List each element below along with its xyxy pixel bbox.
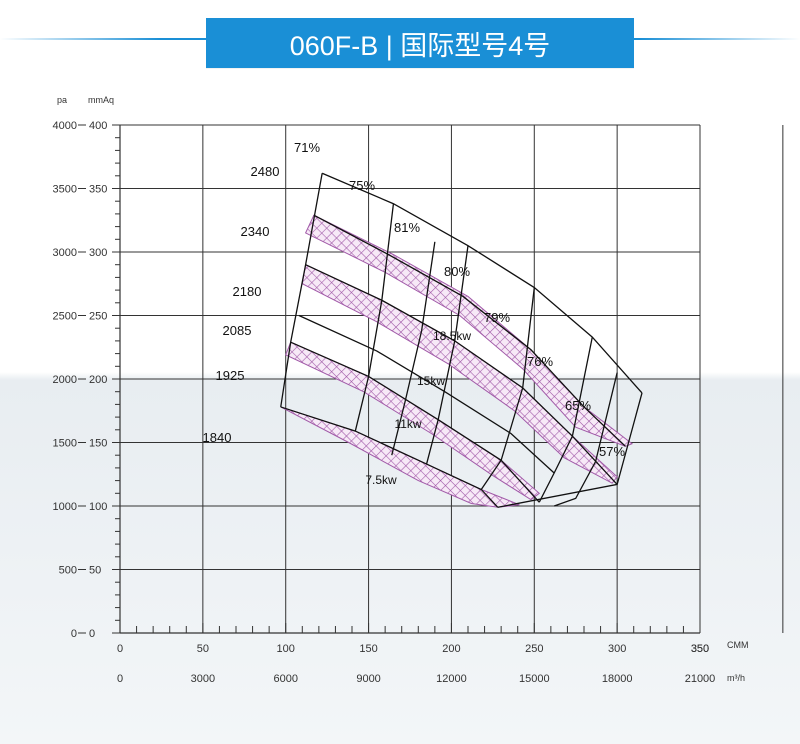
x-m3h-tick-label: 18000 xyxy=(602,673,633,685)
y-mmaq-tick-label: 100 xyxy=(89,501,107,513)
rpm-curve xyxy=(321,172,643,394)
x-m3h-tick-label: 21000 xyxy=(685,673,716,685)
x-m3h-tick-label: 6000 xyxy=(273,673,297,685)
rpm-label: 1925 xyxy=(216,368,245,383)
x-cmm-tick-label: 200 xyxy=(442,643,460,655)
efficiency-label: 80% xyxy=(444,264,470,279)
y-pa-tick-label: 3500 xyxy=(53,184,77,196)
y-pa-tick-label: 2500 xyxy=(53,311,77,323)
chart-title: 060F-B | 国际型号4号 xyxy=(206,18,634,68)
y-mmaq-tick-label: 200 xyxy=(89,374,107,386)
efficiency-line xyxy=(553,372,618,507)
y-pa-tick-label: 3000 xyxy=(53,247,77,259)
y-mmaq-tick-label: 400 xyxy=(89,120,107,132)
rpm-curve xyxy=(298,314,555,474)
x-cmm-tick-label: 250 xyxy=(525,643,543,655)
y-pa-tick-label: 1500 xyxy=(53,438,77,450)
efficiency-label: 71% xyxy=(294,140,320,155)
x-m3h-tick-label: 3000 xyxy=(191,673,215,685)
y-mmaq-tick-label: 50 xyxy=(89,565,101,577)
power-label: 11kw xyxy=(394,417,421,431)
rpm-label: 2340 xyxy=(241,224,270,239)
x-m3h-tick-label: 12000 xyxy=(436,673,467,685)
y-pa-tick-label: 2000 xyxy=(53,374,77,386)
efficiency-line xyxy=(538,336,593,503)
y-mmaq-tick-label: 0 xyxy=(89,628,95,640)
rpm-label: 1840 xyxy=(203,430,232,445)
y-mmaq-tick-label: 250 xyxy=(89,311,107,323)
power-label: 18.5kw xyxy=(433,329,471,343)
x-cmm-tick-label: 350 xyxy=(691,643,709,655)
rpm-curve xyxy=(313,214,626,447)
power-label: 15kw xyxy=(417,374,445,388)
efficiency-label: 79% xyxy=(484,310,510,325)
x-cmm-tick-label: 100 xyxy=(277,643,295,655)
y-pa-tick-label: 1000 xyxy=(53,501,77,513)
y-pa-tick-label: 500 xyxy=(59,565,77,577)
efficiency-label: 75% xyxy=(349,178,375,193)
rpm-label: 2085 xyxy=(223,323,252,338)
y-unit-mmaq: mmAq xyxy=(88,95,114,105)
x-m3h-tick-label: 0 xyxy=(117,673,123,685)
rpm-label: 2480 xyxy=(251,164,280,179)
efficiency-label: 65% xyxy=(565,398,591,413)
rpm-curve xyxy=(305,264,618,485)
y-unit-pa: pa xyxy=(57,95,67,105)
efficiency-label: 57% xyxy=(599,444,625,459)
y-mmaq-tick-label: 350 xyxy=(89,184,107,196)
efficiency-line xyxy=(391,241,436,456)
x-cmm-tick-label: 350 xyxy=(691,643,709,655)
efficiency-line xyxy=(354,203,395,432)
x-cmm-tick-label: 0 xyxy=(117,643,123,655)
efficiency-label: 76% xyxy=(527,354,553,369)
x-cmm-tick-label: 300 xyxy=(608,643,626,655)
x-cmm-tick-label: 150 xyxy=(359,643,377,655)
power-label: 7.5kw xyxy=(365,473,397,487)
x-unit-m3h: m³/h xyxy=(727,673,745,683)
x-m3h-tick-label: 15000 xyxy=(519,673,550,685)
y-mmaq-tick-label: 300 xyxy=(89,247,107,259)
efficiency-line xyxy=(425,245,469,465)
x-cmm-tick-label: 50 xyxy=(197,643,209,655)
y-mmaq-tick-label: 150 xyxy=(89,438,107,450)
y-pa-tick-label: 0 xyxy=(71,628,77,640)
efficiency-line xyxy=(280,173,323,408)
y-pa-tick-label: 4000 xyxy=(53,120,77,132)
efficiency-label: 81% xyxy=(394,220,420,235)
efficiency-line xyxy=(480,287,535,490)
rpm-label: 2180 xyxy=(233,284,262,299)
x-unit-cmm: CMM xyxy=(727,640,749,650)
efficiency-line xyxy=(497,392,643,508)
x-m3h-tick-label: 9000 xyxy=(356,673,380,685)
